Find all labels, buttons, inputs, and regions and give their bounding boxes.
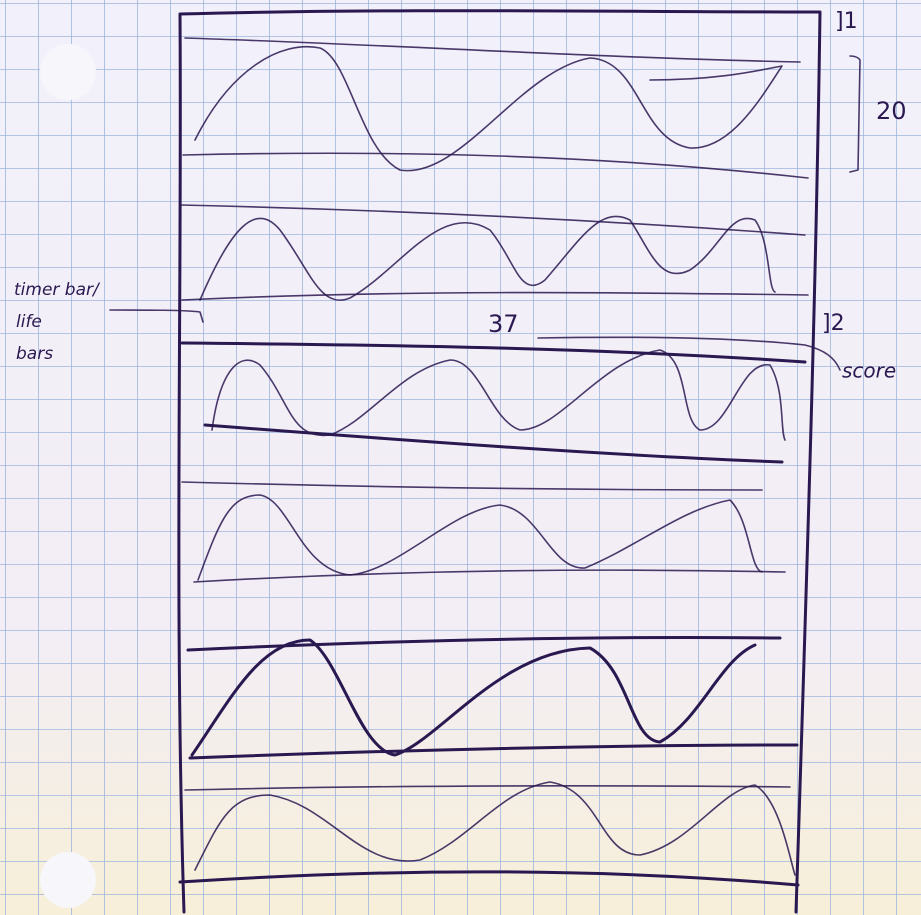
sketch-sheet: ]1 20 37 ]2 score timer bar/ life bars <box>0 0 921 915</box>
timer-label: timer bar/ <box>14 280 101 300</box>
page: {"sketch": { "score": "37", "annotations… <box>0 0 921 915</box>
timer-label: life <box>16 312 42 332</box>
binder-hole <box>40 852 96 908</box>
height-note: 20 <box>876 97 907 125</box>
binder-hole <box>40 44 96 100</box>
lane-marker: ]1 <box>835 9 858 34</box>
timer-label: bars <box>16 344 53 364</box>
grid-paper <box>0 0 921 915</box>
lane-marker: ]2 <box>822 311 845 336</box>
score-value: 37 <box>488 310 519 338</box>
score-label: score <box>842 359 896 383</box>
